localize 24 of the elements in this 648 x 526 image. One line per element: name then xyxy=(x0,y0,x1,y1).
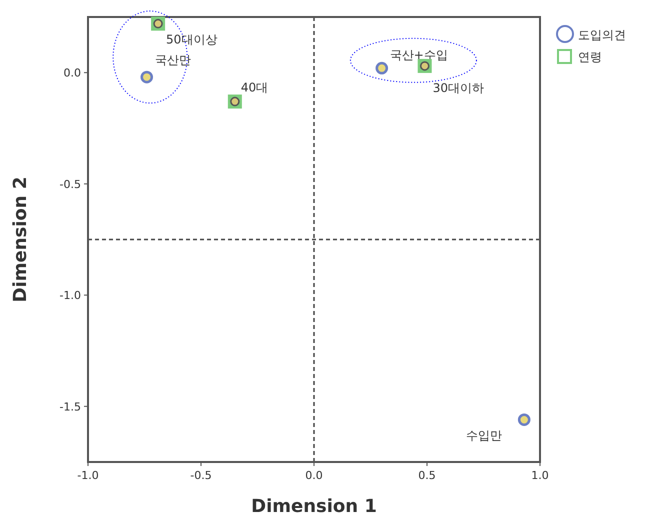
point xyxy=(151,16,166,31)
annotation: 수입만 xyxy=(466,428,502,443)
annotation: 30대이하 xyxy=(432,80,484,95)
y-tick-label: 0.0 xyxy=(64,66,81,80)
legend-label: 연령 xyxy=(578,50,602,64)
point xyxy=(518,413,530,426)
annotation: 50대이상 xyxy=(166,32,218,47)
annotation: 국산+수입 xyxy=(390,48,448,62)
x-tick-label: 0.5 xyxy=(418,469,436,482)
point xyxy=(140,70,154,84)
x-tick-label: 0.0 xyxy=(305,469,323,482)
x-axis-title: Dimension 1 xyxy=(251,496,377,517)
x-tick-label: -0.5 xyxy=(190,469,212,482)
legend-label: 도입의견 xyxy=(578,28,626,42)
annotation: 40대 xyxy=(240,80,268,95)
y-tick-label: -0.5 xyxy=(60,178,81,191)
x-tick-label: 1.0 xyxy=(531,469,549,482)
y-tick-label: -1.0 xyxy=(60,289,81,302)
x-tick-label: -1.0 xyxy=(77,469,99,482)
y-axis-title: Dimension 2 xyxy=(10,176,31,302)
point xyxy=(376,62,388,74)
point xyxy=(228,94,242,109)
annotation: 국산만 xyxy=(154,53,191,68)
y-tick-label: -1.5 xyxy=(60,400,81,414)
